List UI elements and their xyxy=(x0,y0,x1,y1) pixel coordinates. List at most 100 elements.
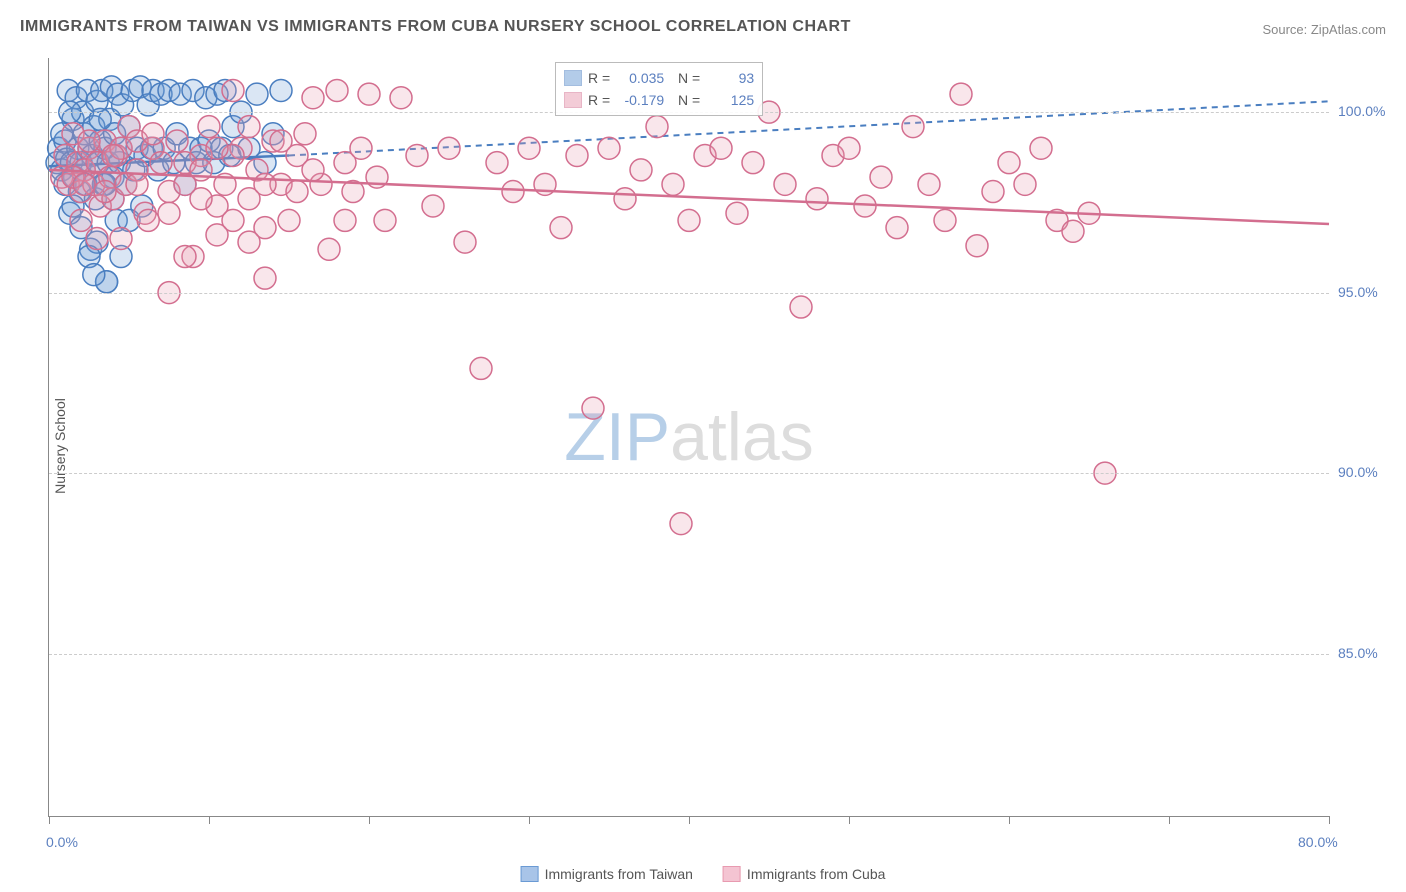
stats-n-value: 125 xyxy=(706,92,754,108)
data-point xyxy=(137,209,159,231)
data-point xyxy=(726,202,748,224)
data-point xyxy=(678,209,700,231)
gridline-h xyxy=(49,473,1329,474)
x-tick xyxy=(849,816,850,824)
data-point xyxy=(190,188,212,210)
data-point xyxy=(374,209,396,231)
data-point xyxy=(270,79,292,101)
data-point xyxy=(206,137,228,159)
data-point xyxy=(302,87,324,109)
legend: Immigrants from Taiwan Immigrants from Cu… xyxy=(521,866,886,882)
series-swatch xyxy=(564,70,582,86)
data-point xyxy=(294,123,316,145)
data-point xyxy=(566,144,588,166)
data-point xyxy=(806,188,828,210)
data-point xyxy=(254,173,276,195)
data-point xyxy=(838,137,860,159)
data-point xyxy=(238,231,260,253)
y-tick-label: 90.0% xyxy=(1338,464,1378,480)
data-point xyxy=(286,181,308,203)
data-point xyxy=(334,209,356,231)
legend-swatch xyxy=(723,866,741,882)
data-point xyxy=(406,144,428,166)
data-point xyxy=(150,152,172,174)
stats-r-label: R = xyxy=(588,92,610,108)
data-point xyxy=(94,181,116,203)
data-point xyxy=(902,116,924,138)
data-point xyxy=(126,173,148,195)
data-point xyxy=(966,235,988,257)
data-point xyxy=(358,83,380,105)
plot-area: ZIPatlas xyxy=(48,58,1329,817)
data-point xyxy=(350,137,372,159)
legend-swatch xyxy=(521,866,539,882)
data-point xyxy=(422,195,444,217)
x-tick xyxy=(1329,816,1330,824)
data-point xyxy=(502,181,524,203)
scatter-svg xyxy=(49,58,1329,816)
data-point xyxy=(918,173,940,195)
source-label: Source: ZipAtlas.com xyxy=(1262,22,1386,37)
data-point xyxy=(73,173,95,195)
data-point xyxy=(83,264,105,286)
x-tick xyxy=(529,816,530,824)
data-point xyxy=(78,130,100,152)
x-tick xyxy=(1009,816,1010,824)
x-tick xyxy=(209,816,210,824)
data-point xyxy=(158,202,180,224)
data-point xyxy=(1062,220,1084,242)
x-tick xyxy=(689,816,690,824)
data-point xyxy=(662,173,684,195)
y-tick-label: 95.0% xyxy=(1338,284,1378,300)
data-point xyxy=(102,144,124,166)
data-point xyxy=(950,83,972,105)
legend-item: Immigrants from Cuba xyxy=(723,866,885,882)
data-point xyxy=(870,166,892,188)
stats-n-label: N = xyxy=(670,70,700,86)
chart-title: IMMIGRANTS FROM TAIWAN VS IMMIGRANTS FRO… xyxy=(20,18,851,36)
data-point xyxy=(246,83,268,105)
data-point xyxy=(110,227,132,249)
legend-label: Immigrants from Cuba xyxy=(747,866,885,882)
x-tick-label-right: 80.0% xyxy=(1298,834,1338,850)
data-point xyxy=(270,130,292,152)
data-point xyxy=(486,152,508,174)
gridline-h xyxy=(49,293,1329,294)
y-tick-label: 100.0% xyxy=(1338,103,1385,119)
data-point xyxy=(710,137,732,159)
data-point xyxy=(166,130,188,152)
data-point xyxy=(142,123,164,145)
data-point xyxy=(174,246,196,268)
data-point xyxy=(550,217,572,239)
data-point xyxy=(582,397,604,419)
stats-n-value: 93 xyxy=(706,70,754,86)
data-point xyxy=(86,227,108,249)
data-point xyxy=(774,173,796,195)
x-tick xyxy=(49,816,50,824)
data-point xyxy=(454,231,476,253)
data-point xyxy=(254,267,276,289)
legend-label: Immigrants from Taiwan xyxy=(545,866,693,882)
stats-n-label: N = xyxy=(670,92,700,108)
data-point xyxy=(238,116,260,138)
stats-r-value: -0.179 xyxy=(616,92,664,108)
gridline-h xyxy=(49,654,1329,655)
data-point xyxy=(598,137,620,159)
data-point xyxy=(646,116,668,138)
stats-row: R = -0.179 N = 125 xyxy=(564,89,754,111)
series-swatch xyxy=(564,92,582,108)
data-point xyxy=(790,296,812,318)
legend-item: Immigrants from Taiwan xyxy=(521,866,693,882)
data-point xyxy=(614,188,636,210)
data-point xyxy=(222,79,244,101)
x-tick xyxy=(369,816,370,824)
data-point xyxy=(326,79,348,101)
data-point xyxy=(1030,137,1052,159)
stats-r-label: R = xyxy=(588,70,610,86)
data-point xyxy=(998,152,1020,174)
data-point xyxy=(390,87,412,109)
data-point xyxy=(934,209,956,231)
stats-row: R =0.035 N =93 xyxy=(564,67,754,89)
data-point xyxy=(198,116,220,138)
data-point xyxy=(886,217,908,239)
